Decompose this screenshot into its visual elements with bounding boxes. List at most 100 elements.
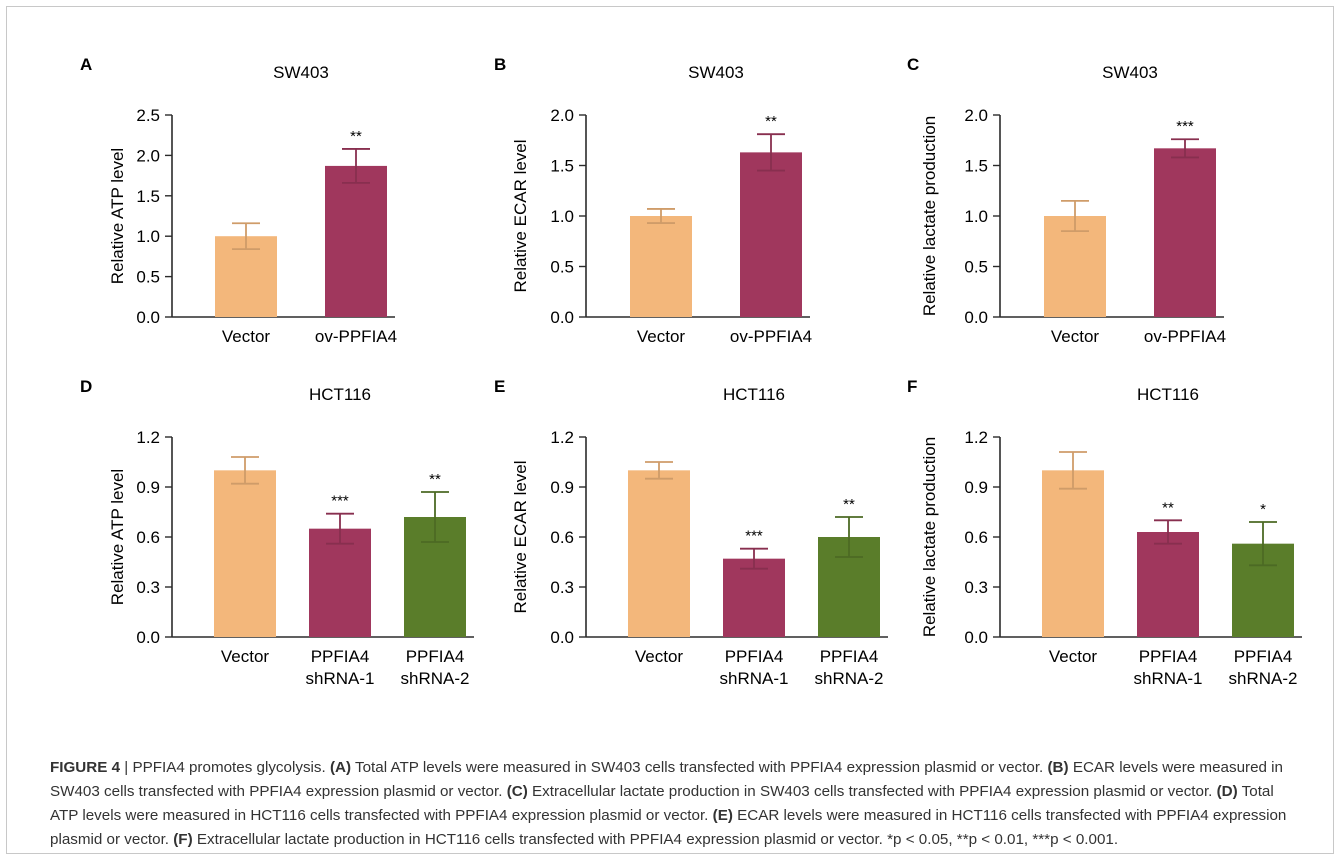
y-tick-label: 1.5 [964,157,988,176]
y-tick-label: 1.0 [136,227,160,246]
y-tick-label: 1.5 [550,157,574,176]
figure-charts: A SW403 Relative ATP level 0.0 0.5 1.0 1.5 2.0 2… [80,55,1302,688]
y-tick-label: 0.5 [550,258,574,277]
y-tick-label: 0.3 [550,578,574,597]
caption-part-f-label: (F) [173,831,193,848]
y-tick-label: 0.9 [964,478,988,497]
caption-footnote: *p < 0.05, **p < 0.01, ***p < 0.001. [887,831,1119,848]
bar [628,470,690,637]
x-tick-label: PPFIA4 [406,647,465,666]
figure-frame [6,6,1334,854]
significance-label: ** [429,471,441,488]
x-tick-label: ov-PPFIA4 [315,327,397,346]
chart-panel-c: C SW403 Relative lactate production 0.0 0.5 1… [907,55,1226,346]
chart-title: SW403 [688,63,744,82]
significance-label: * [1260,501,1266,518]
panel-letter: E [494,377,505,396]
y-tick-label: 0.6 [550,528,574,547]
y-axis-label: Relative ATP level [108,148,127,284]
chart-panel-e: E HCT116 Relative ECAR level 0.0 0.3 0.6 0.9 1.… [494,377,888,688]
significance-label: ** [1162,499,1174,516]
caption-part-c-label: (C) [506,783,528,800]
chart-panel-d: D HCT116 Relative ATP level 0.0 0.3 0.6 0.9 1.2… [80,377,474,688]
caption-part-d-text: Total ATP levels were measured in HCT116… [50,783,1274,824]
panel-letter: A [80,55,92,74]
significance-label: ** [843,496,855,513]
x-tick-label: Vector [1051,327,1100,346]
figure-label: FIGURE 4 [50,759,121,776]
y-tick-label: 0.0 [136,628,160,647]
y-tick-label: 1.2 [550,428,574,447]
x-tick-label: Vector [221,647,270,666]
x-tick-label: PPFIA4 [725,647,784,666]
y-axis-label: Relative lactate production [920,437,939,637]
y-tick-label: 0.6 [964,528,988,547]
caption-part-d-label: (D) [1216,783,1238,800]
x-tick-label: shRNA-1 [720,669,789,688]
x-tick-label: Vector [637,327,686,346]
significance-label: ** [765,113,777,130]
x-tick-label: PPFIA4 [1234,647,1293,666]
caption-part-f-text: Extracellular lactate production in HCT1… [196,831,883,848]
bar [740,152,802,317]
y-tick-label: 2.0 [550,106,574,125]
y-axis-label: Relative lactate production [920,116,939,316]
chart-title: HCT116 [309,385,371,404]
chart-panel-f: F HCT116 Relative lactate production 0.0 0.3… [907,377,1302,688]
bar [1044,216,1106,317]
y-axis-label: Relative ECAR level [511,139,530,292]
y-tick-label: 1.2 [136,428,160,447]
bar [309,528,371,637]
y-axis-label: Relative ECAR level [511,460,530,613]
chart-title: SW403 [1102,63,1158,82]
bar [723,558,785,637]
caption-part-a-label: (A) [329,759,352,776]
x-tick-label: shRNA-1 [1134,669,1203,688]
x-tick-label: PPFIA4 [311,647,370,666]
figure-caption: FIGURE 4 | PPFIA4 promotes glycolysis. (… [50,756,1300,852]
y-tick-label: 0.3 [136,578,160,597]
y-tick-label: 0.0 [964,628,988,647]
y-tick-label: 2.5 [136,106,160,125]
panel-letter: F [907,377,917,396]
x-tick-label: shRNA-2 [815,669,884,688]
x-tick-label: PPFIA4 [1139,647,1198,666]
y-tick-label: 0.5 [136,268,160,287]
caption-part-e-label: (E) [712,807,733,824]
chart-title: HCT116 [723,385,785,404]
panel-letter: D [80,377,92,396]
x-tick-label: shRNA-2 [401,669,470,688]
chart-panel-b: B SW403 Relative ECAR level 0.0 0.5 1.0 1.5 2.0… [494,55,812,346]
y-tick-label: 0.6 [136,528,160,547]
bar [630,216,692,317]
chart-title: SW403 [273,63,329,82]
significance-label: *** [745,528,763,545]
figure-title: PPFIA4 promotes glycolysis. [132,759,326,776]
x-tick-label: shRNA-2 [1229,669,1298,688]
y-tick-label: 0.0 [550,628,574,647]
x-tick-label: Vector [635,647,684,666]
x-tick-label: shRNA-1 [306,669,375,688]
figure-separator: | [120,759,133,776]
x-tick-label: Vector [1049,647,1098,666]
y-tick-label: 0.0 [550,308,574,327]
y-tick-label: 0.5 [964,258,988,277]
y-tick-label: 2.0 [964,106,988,125]
y-tick-label: 0.9 [136,478,160,497]
y-tick-label: 0.3 [964,578,988,597]
y-tick-label: 2.0 [136,146,160,165]
x-tick-label: PPFIA4 [820,647,879,666]
y-tick-label: 0.0 [136,308,160,327]
y-tick-label: 1.0 [550,207,574,226]
y-tick-label: 1.5 [136,187,160,206]
chart-panel-a: A SW403 Relative ATP level 0.0 0.5 1.0 1.5 2.0 2… [80,55,397,346]
chart-title: HCT116 [1137,385,1199,404]
x-tick-label: ov-PPFIA4 [730,327,812,346]
caption-part-b-text: ECAR levels were measured in SW403 cells… [50,759,1284,800]
bar [1042,470,1104,637]
bar [214,470,276,637]
x-tick-label: ov-PPFIA4 [1144,327,1226,346]
caption-part-e-text: ECAR levels were measured in HCT116 cell… [50,807,1287,848]
y-tick-label: 1.0 [964,207,988,226]
panel-letter: C [907,55,919,74]
